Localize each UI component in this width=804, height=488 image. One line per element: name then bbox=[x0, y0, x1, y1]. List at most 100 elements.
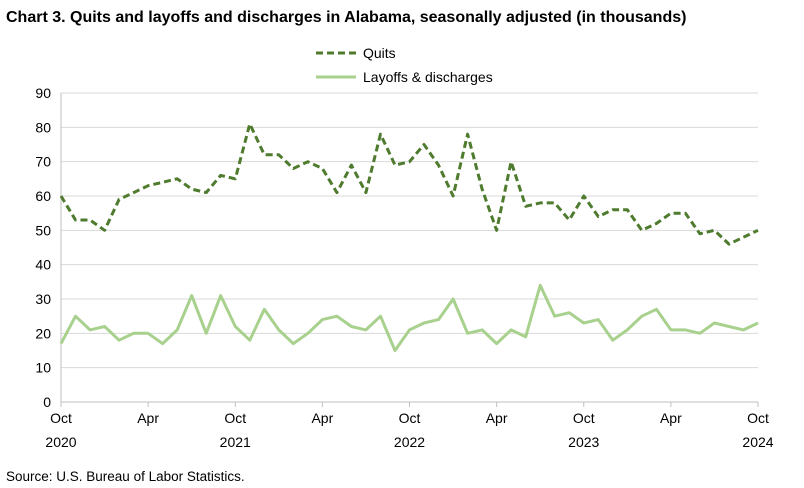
data-point-layoffs-discharges bbox=[757, 322, 760, 325]
data-point-quits bbox=[698, 232, 701, 235]
data-point-layoffs-discharges bbox=[379, 315, 382, 318]
data-point-quits bbox=[510, 160, 513, 163]
x-tick-label-year: 2021 bbox=[220, 434, 251, 450]
data-point-quits bbox=[74, 219, 77, 222]
data-point-quits bbox=[132, 191, 135, 194]
data-point-layoffs-discharges bbox=[306, 332, 309, 335]
data-point-quits bbox=[582, 195, 585, 198]
data-point-quits bbox=[379, 133, 382, 136]
data-point-layoffs-discharges bbox=[190, 294, 193, 297]
data-point-quits bbox=[219, 174, 222, 177]
data-point-quits bbox=[669, 212, 672, 215]
y-tick-label: 50 bbox=[35, 222, 51, 238]
chart-title: Chart 3. Quits and layoffs and discharge… bbox=[6, 9, 686, 26]
data-point-layoffs-discharges bbox=[466, 332, 469, 335]
x-tick-label-year: 2022 bbox=[394, 434, 425, 450]
data-point-layoffs-discharges bbox=[89, 328, 92, 331]
y-tick-label: 40 bbox=[35, 257, 51, 273]
legend-label-quits: Quits bbox=[363, 45, 396, 61]
x-tick-label-year: 2023 bbox=[568, 434, 599, 450]
data-point-layoffs-discharges bbox=[742, 328, 745, 331]
x-tick-label-month: Apr bbox=[137, 410, 159, 426]
y-axis-ticks: 0 10 20 30 40 50 60 70 80 90 bbox=[35, 85, 51, 410]
data-point-quits bbox=[393, 164, 396, 167]
data-point-quits bbox=[611, 208, 614, 211]
data-point-layoffs-discharges bbox=[277, 328, 280, 331]
data-point-quits bbox=[350, 164, 353, 167]
x-tick-label-month: Apr bbox=[311, 410, 333, 426]
data-point-layoffs-discharges bbox=[393, 349, 396, 352]
data-point-layoffs-discharges bbox=[524, 335, 527, 338]
x-tick-label-month: Oct bbox=[399, 410, 421, 426]
data-point-layoffs-discharges bbox=[582, 322, 585, 325]
y-tick-label: 70 bbox=[35, 154, 51, 170]
data-point-quits bbox=[727, 243, 730, 246]
series-points-quits bbox=[60, 122, 760, 245]
data-point-layoffs-discharges bbox=[481, 328, 484, 331]
y-tick-label: 90 bbox=[35, 85, 51, 101]
x-tick-label-month: Oct bbox=[747, 410, 769, 426]
data-point-layoffs-discharges bbox=[495, 342, 498, 345]
data-point-quits bbox=[481, 188, 484, 191]
data-point-layoffs-discharges bbox=[539, 284, 542, 287]
data-point-layoffs-discharges bbox=[408, 328, 411, 331]
data-point-layoffs-discharges bbox=[118, 339, 121, 342]
data-point-quits bbox=[263, 153, 266, 156]
data-point-layoffs-discharges bbox=[103, 325, 106, 328]
data-point-quits bbox=[553, 201, 556, 204]
x-tick-label-year: 2024 bbox=[742, 434, 773, 450]
data-point-layoffs-discharges bbox=[655, 308, 658, 311]
data-point-quits bbox=[248, 122, 251, 125]
data-point-quits bbox=[205, 191, 208, 194]
data-point-quits bbox=[190, 188, 193, 191]
data-point-quits bbox=[60, 195, 63, 198]
data-point-layoffs-discharges bbox=[292, 342, 295, 345]
data-point-quits bbox=[452, 195, 455, 198]
y-tick-label: 10 bbox=[35, 360, 51, 376]
data-point-quits bbox=[640, 229, 643, 232]
data-point-layoffs-discharges bbox=[684, 328, 687, 331]
data-point-quits bbox=[742, 236, 745, 239]
data-point-quits bbox=[655, 222, 658, 225]
data-point-quits bbox=[234, 177, 237, 180]
data-point-layoffs-discharges bbox=[147, 332, 150, 335]
data-point-layoffs-discharges bbox=[60, 342, 63, 345]
data-point-layoffs-discharges bbox=[205, 332, 208, 335]
data-point-quits bbox=[364, 191, 367, 194]
series-line-quits bbox=[59, 122, 759, 246]
data-point-quits bbox=[539, 201, 542, 204]
data-point-layoffs-discharges bbox=[698, 332, 701, 335]
gridlines bbox=[61, 92, 758, 369]
data-point-layoffs-discharges bbox=[74, 315, 77, 318]
data-point-layoffs-discharges bbox=[713, 322, 716, 325]
data-point-quits bbox=[335, 191, 338, 194]
data-point-quits bbox=[423, 143, 426, 146]
x-tick-label-month: Apr bbox=[486, 410, 508, 426]
data-point-layoffs-discharges bbox=[452, 298, 455, 301]
y-tick-label: 20 bbox=[35, 325, 51, 341]
series-layer bbox=[59, 122, 760, 352]
x-tick-label-month: Apr bbox=[660, 410, 682, 426]
data-point-layoffs-discharges bbox=[364, 328, 367, 331]
data-point-layoffs-discharges bbox=[248, 339, 251, 342]
data-point-quits bbox=[495, 229, 498, 232]
data-point-layoffs-discharges bbox=[423, 322, 426, 325]
legend: Quits Layoffs & discharges bbox=[316, 45, 493, 85]
data-point-layoffs-discharges bbox=[219, 294, 222, 297]
data-point-quits bbox=[103, 229, 106, 232]
data-point-quits bbox=[161, 181, 164, 184]
data-point-layoffs-discharges bbox=[611, 339, 614, 342]
data-point-layoffs-discharges bbox=[437, 318, 440, 321]
data-point-quits bbox=[147, 184, 150, 187]
data-point-layoffs-discharges bbox=[626, 328, 629, 331]
data-point-quits bbox=[757, 229, 760, 232]
data-point-quits bbox=[437, 164, 440, 167]
x-axis: Oct 2020 Apr Oct 2021 Apr Oct 2022 Apr Oct 2023 Apr… bbox=[45, 93, 774, 450]
data-point-quits bbox=[321, 167, 324, 170]
data-point-quits bbox=[408, 160, 411, 163]
x-tick-label-month: Oct bbox=[50, 410, 72, 426]
data-point-quits bbox=[292, 167, 295, 170]
legend-label-layoffs-discharges: Layoffs & discharges bbox=[363, 69, 493, 85]
